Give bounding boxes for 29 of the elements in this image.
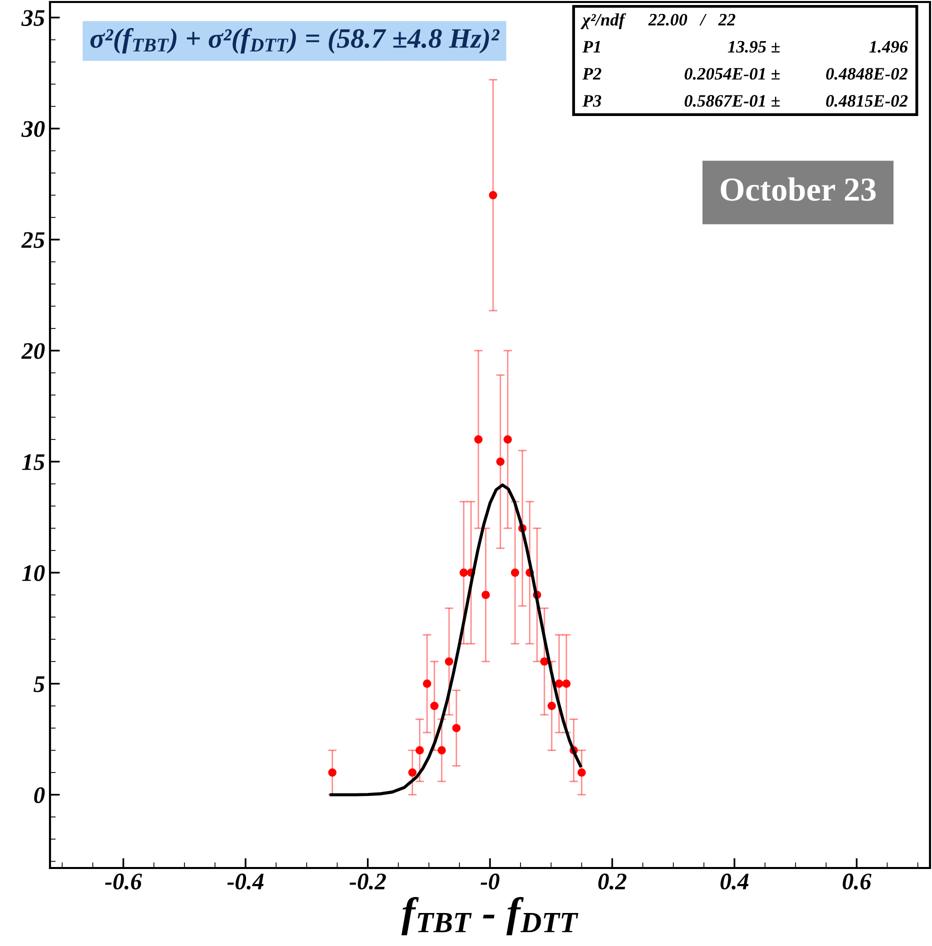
x-tick-label: 0.4 — [720, 874, 748, 890]
annotation: χ²/ndf — [580, 13, 626, 30]
y-tick-label: 15 — [22, 454, 45, 470]
y-tick-label: 20 — [21, 343, 45, 360]
annotation: 0.5867E-01 ± — [684, 95, 780, 107]
annotation: 0.4848E-02 — [826, 68, 908, 80]
annotation: 0.2054E-01 ± — [684, 68, 780, 80]
annotation: P2 — [582, 68, 602, 80]
x-tick-label: -0.2 — [350, 874, 386, 890]
annotation: October 23 — [720, 177, 876, 201]
annotation: 13.95 ± — [728, 40, 780, 53]
annotation: P3 — [582, 95, 602, 107]
annotation: 0.4815E-02 — [826, 95, 908, 107]
y-tick-label: 35 — [21, 10, 45, 26]
y-tick-label: 30 — [21, 121, 45, 137]
x-tick-label: -0 — [480, 874, 500, 890]
annotation: σ²(f$_{TBT}$) + σ²(f$_{DTT}$) = (58.7 ±4.8 Hz)² — [90, 28, 500, 54]
y-tick-label: 0 — [34, 787, 45, 804]
annotation: 1.496 — [869, 40, 908, 53]
x-tick-label: -0.6 — [105, 874, 142, 890]
x-tick-label: 0.6 — [842, 874, 872, 890]
x-axis-title: f$_{TBT}$ - f$_{DTT}$ — [401, 897, 578, 936]
y-tick-label: 5 — [34, 676, 45, 692]
annotation: P1 — [582, 40, 600, 52]
y-tick-label: 10 — [22, 565, 45, 582]
x-tick-label: 0.2 — [598, 874, 626, 890]
annotation: 22.00 / 22 — [648, 14, 736, 26]
y-tick-label: 25 — [21, 232, 45, 248]
x-tick-label: -0.4 — [227, 874, 264, 890]
